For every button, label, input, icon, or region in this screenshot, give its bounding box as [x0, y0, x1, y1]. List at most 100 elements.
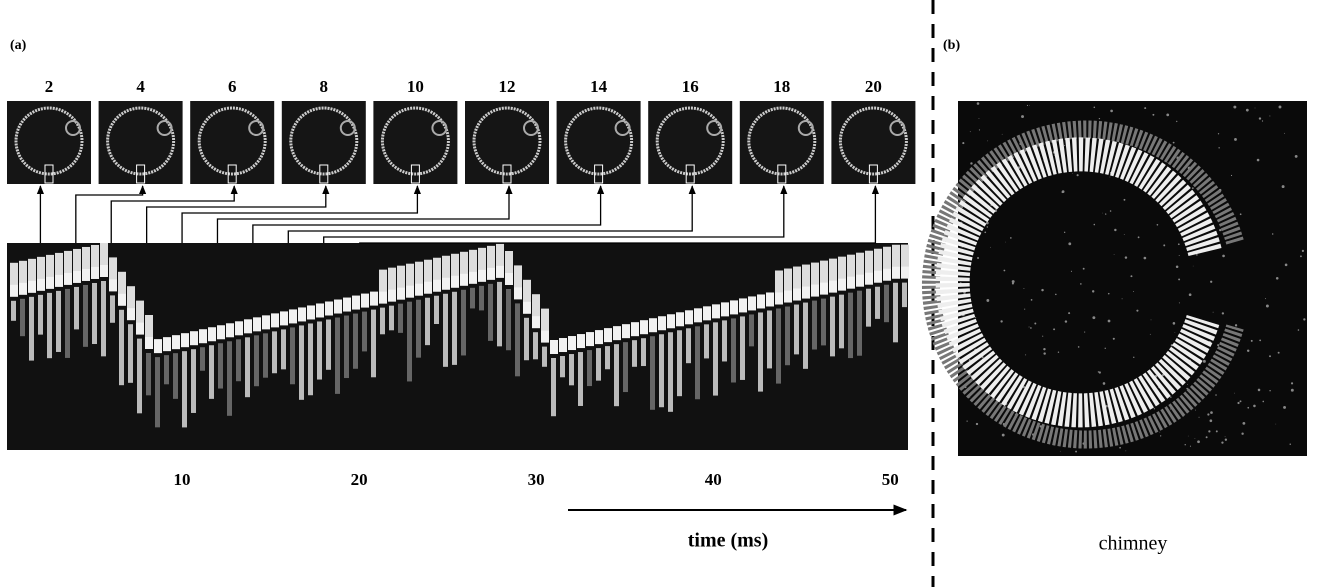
speck	[1284, 132, 1285, 134]
speck	[969, 131, 971, 133]
speck	[1170, 396, 1172, 398]
streak	[55, 252, 63, 275]
streak	[263, 333, 268, 378]
speck	[1174, 332, 1176, 333]
streak	[100, 263, 108, 277]
streak	[442, 255, 450, 278]
speck	[1039, 171, 1041, 172]
speck	[1059, 450, 1061, 452]
streak	[856, 272, 864, 287]
thumb-ring	[523, 120, 539, 136]
speck	[1061, 191, 1064, 194]
streak	[748, 296, 756, 311]
streak	[802, 264, 810, 287]
speck	[1300, 255, 1302, 258]
streak	[245, 337, 250, 398]
streak	[65, 288, 70, 358]
speck	[1005, 241, 1006, 243]
speck	[1082, 267, 1085, 270]
speck	[1234, 138, 1237, 141]
speck	[966, 420, 968, 422]
streak	[785, 306, 790, 366]
frame-label: 16	[682, 77, 699, 96]
speck	[1215, 394, 1217, 396]
speck	[1063, 231, 1066, 234]
streak	[254, 335, 259, 387]
thumbnail	[739, 101, 824, 184]
streak	[73, 268, 81, 283]
thumb-ring	[614, 120, 631, 136]
speck	[1215, 430, 1218, 433]
streak	[407, 301, 412, 382]
speck	[1055, 293, 1057, 296]
x-tick-label: 20	[351, 470, 368, 489]
streak	[271, 313, 279, 328]
streak	[253, 317, 261, 332]
streak	[560, 356, 565, 378]
speck	[1294, 154, 1298, 158]
speck	[1092, 316, 1096, 320]
streak	[343, 297, 351, 312]
streak	[308, 323, 313, 396]
scale-label: 3 mm	[1243, 462, 1278, 478]
speck	[1105, 213, 1107, 215]
speck	[1137, 236, 1140, 239]
streak	[802, 284, 810, 299]
streak	[353, 313, 358, 369]
streak	[722, 320, 727, 362]
streak	[659, 334, 664, 408]
speck	[1184, 444, 1186, 446]
speck	[1001, 133, 1003, 135]
streak	[37, 256, 45, 279]
speck	[1212, 311, 1214, 313]
streak	[776, 308, 781, 384]
speck	[1301, 249, 1305, 253]
speck	[1284, 263, 1288, 267]
streak	[901, 244, 909, 267]
streak	[686, 328, 691, 364]
streak	[244, 319, 252, 334]
streak	[668, 332, 673, 412]
streak	[361, 293, 369, 308]
streak	[443, 293, 448, 367]
speck	[1172, 322, 1176, 325]
speck	[1000, 320, 1003, 323]
streak	[478, 267, 486, 282]
streak	[370, 291, 378, 306]
streak	[218, 343, 223, 389]
thumb-ring	[472, 106, 542, 176]
streak	[505, 271, 513, 285]
speck	[1209, 419, 1213, 423]
streak	[128, 324, 133, 383]
speck	[1093, 223, 1096, 226]
speck	[1091, 290, 1095, 293]
frame-label: 4	[136, 77, 145, 96]
speck	[1064, 144, 1066, 147]
speck	[1002, 156, 1004, 158]
speck	[1187, 384, 1189, 386]
streak	[172, 335, 180, 350]
thumbnail	[281, 101, 366, 184]
speck	[1003, 269, 1006, 272]
speck	[1250, 339, 1253, 342]
speck	[1133, 356, 1135, 358]
speck	[1178, 255, 1180, 256]
speck	[1239, 213, 1242, 216]
speck	[1144, 107, 1147, 110]
streak	[109, 277, 117, 292]
streak	[92, 282, 97, 345]
kymograph	[7, 243, 909, 450]
streak	[118, 291, 126, 306]
frame-label: 20	[865, 77, 882, 96]
photo	[921, 101, 1307, 456]
streak	[650, 336, 655, 410]
streak	[19, 280, 27, 295]
streak	[388, 287, 396, 302]
streak	[424, 259, 432, 282]
streak	[191, 349, 196, 413]
streak	[335, 317, 340, 394]
streak	[470, 287, 475, 309]
speck	[1265, 298, 1267, 300]
streak	[812, 300, 817, 350]
streak	[236, 339, 241, 382]
